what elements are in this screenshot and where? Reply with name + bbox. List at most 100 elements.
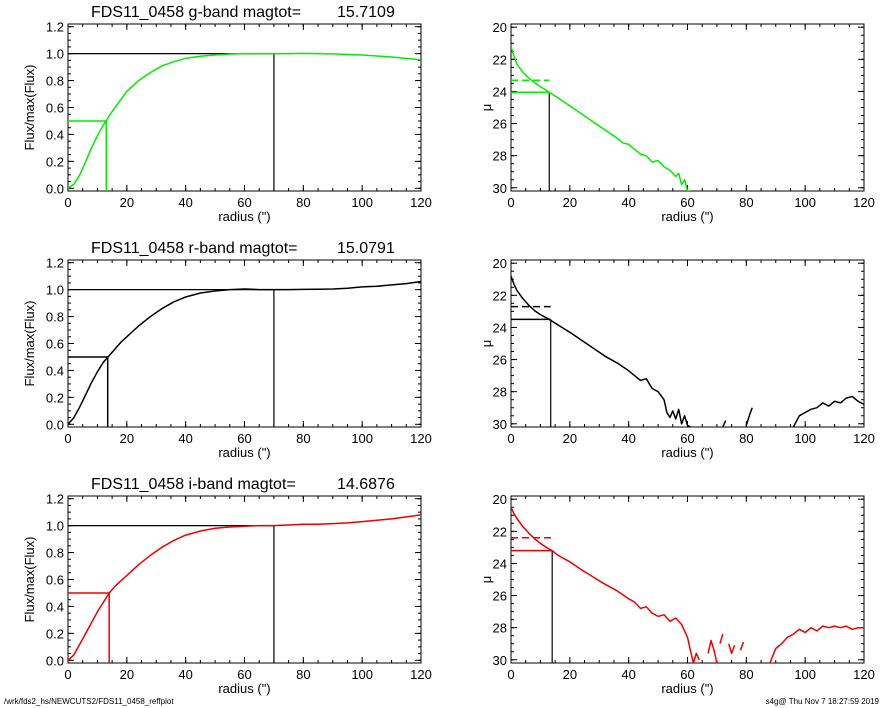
- y-tick-label: 20: [493, 20, 507, 35]
- x-tick-label: 100: [794, 195, 816, 210]
- x-axis-label: radius ("): [218, 209, 270, 224]
- y-tick-label: 0.4: [46, 599, 64, 614]
- y-tick-label: 0.4: [46, 363, 64, 378]
- data-series-line: [707, 639, 718, 663]
- data-series-line: [511, 275, 691, 427]
- y-tick-label: 30: [493, 653, 507, 668]
- plot-area: [68, 280, 421, 427]
- y-tick-label: 22: [493, 288, 507, 303]
- panel-title-magtot-value: 15.7109: [337, 4, 395, 21]
- y-tick-label: 30: [493, 181, 507, 196]
- y-tick-label: 0.2: [46, 626, 64, 641]
- y-axis-label: μ: [479, 340, 494, 348]
- y-tick-label: 0.0: [46, 653, 64, 668]
- y-tick-label: 1.0: [46, 283, 64, 298]
- total-radius-guide: [68, 525, 275, 663]
- y-tick-label: 26: [493, 589, 507, 604]
- axes-frame: [67, 23, 422, 192]
- x-tick-label: 80: [739, 667, 753, 682]
- x-tick-label: 80: [296, 431, 310, 446]
- x-tick-label: 80: [296, 195, 310, 210]
- x-tick-label: 0: [507, 431, 514, 446]
- data-series-line: [739, 641, 745, 651]
- x-tick-label: 0: [64, 431, 71, 446]
- x-axis-label: radius ("): [218, 681, 270, 696]
- y-tick-label: 1.0: [46, 47, 64, 62]
- y-tick-label: 24: [493, 84, 507, 99]
- y-tick-label: 0.4: [46, 127, 64, 142]
- data-series-line: [511, 46, 691, 191]
- x-tick-label: 80: [739, 431, 753, 446]
- y-tick-label: 0.6: [46, 573, 64, 588]
- y-tick-label: 30: [493, 417, 507, 432]
- y-tick-label: 20: [493, 492, 507, 507]
- y-axis-label: Flux/max(Flux): [22, 65, 37, 151]
- y-tick-label: 26: [493, 353, 507, 368]
- x-tick-label: 40: [178, 667, 192, 682]
- y-axis-label: μ: [479, 104, 494, 112]
- y-tick-label: 26: [493, 117, 507, 132]
- axes-frame: [510, 259, 865, 428]
- axes-frame: [510, 23, 865, 192]
- data-series-line: [727, 643, 736, 655]
- x-tick-label: 100: [351, 195, 373, 210]
- y-tick-label: 24: [493, 320, 507, 335]
- total-radius-guide: [68, 289, 275, 427]
- x-tick-label: 60: [237, 431, 251, 446]
- data-series-line: [719, 633, 724, 644]
- axes-frame: [67, 259, 422, 428]
- x-tick-label: 0: [64, 195, 71, 210]
- x-tick-label: 40: [621, 431, 635, 446]
- plot-area: [511, 46, 691, 191]
- x-tick-label: 20: [563, 667, 577, 682]
- x-tick-label: 120: [853, 667, 875, 682]
- y-tick-label: 22: [493, 524, 507, 539]
- x-tick-label: 40: [178, 195, 192, 210]
- x-tick-label: 100: [794, 667, 816, 682]
- x-tick-label: 0: [507, 195, 514, 210]
- y-tick-label: 0.2: [46, 390, 64, 405]
- panel-title: FDS11_0458 g-band magtot=: [91, 4, 301, 21]
- x-tick-label: 120: [410, 431, 432, 446]
- y-tick-label: 22: [493, 52, 507, 67]
- plot-area: [68, 514, 421, 663]
- x-tick-label: 60: [237, 195, 251, 210]
- x-tick-label: 0: [64, 667, 71, 682]
- x-tick-label: 120: [410, 667, 432, 682]
- panel-title: FDS11_0458 r-band magtot=: [91, 240, 298, 257]
- y-axis-label: μ: [479, 576, 494, 584]
- x-tick-label: 20: [563, 431, 577, 446]
- x-tick-label: 80: [296, 667, 310, 682]
- y-tick-label: 1.2: [46, 256, 64, 271]
- y-tick-label: 0.8: [46, 310, 64, 325]
- y-tick-label: 24: [493, 556, 507, 571]
- x-tick-label: 80: [739, 195, 753, 210]
- plot-area: [511, 506, 864, 663]
- total-radius-guide: [68, 53, 275, 191]
- x-tick-label: 20: [120, 195, 134, 210]
- y-tick-label: 0.8: [46, 546, 64, 561]
- panel-title-magtot-value: 15.0791: [337, 240, 395, 257]
- y-tick-label: 28: [493, 149, 507, 164]
- y-axis-label: Flux/max(Flux): [22, 537, 37, 623]
- x-axis-label: radius ("): [661, 445, 713, 460]
- x-tick-label: 100: [351, 667, 373, 682]
- x-tick-label: 20: [120, 431, 134, 446]
- data-series-line: [68, 280, 421, 425]
- y-tick-label: 0.0: [46, 181, 64, 196]
- y-tick-label: 1.2: [46, 492, 64, 507]
- plot-area: [68, 52, 421, 191]
- x-tick-label: 120: [410, 195, 432, 210]
- x-tick-label: 40: [178, 431, 192, 446]
- x-tick-label: 20: [563, 195, 577, 210]
- y-tick-label: 0.2: [46, 154, 64, 169]
- x-tick-label: 60: [680, 667, 694, 682]
- data-series-line: [722, 420, 727, 427]
- x-tick-label: 100: [794, 431, 816, 446]
- g-band-growth-curve-panel: 0 20 40 60 80 100 120 0.0 0.2 0.4 0.6 0.8 1.0 1.2 radi…: [22, 4, 432, 224]
- x-tick-label: 120: [853, 195, 875, 210]
- x-tick-label: 120: [853, 431, 875, 446]
- data-series-line: [745, 407, 753, 426]
- x-tick-label: 100: [351, 431, 373, 446]
